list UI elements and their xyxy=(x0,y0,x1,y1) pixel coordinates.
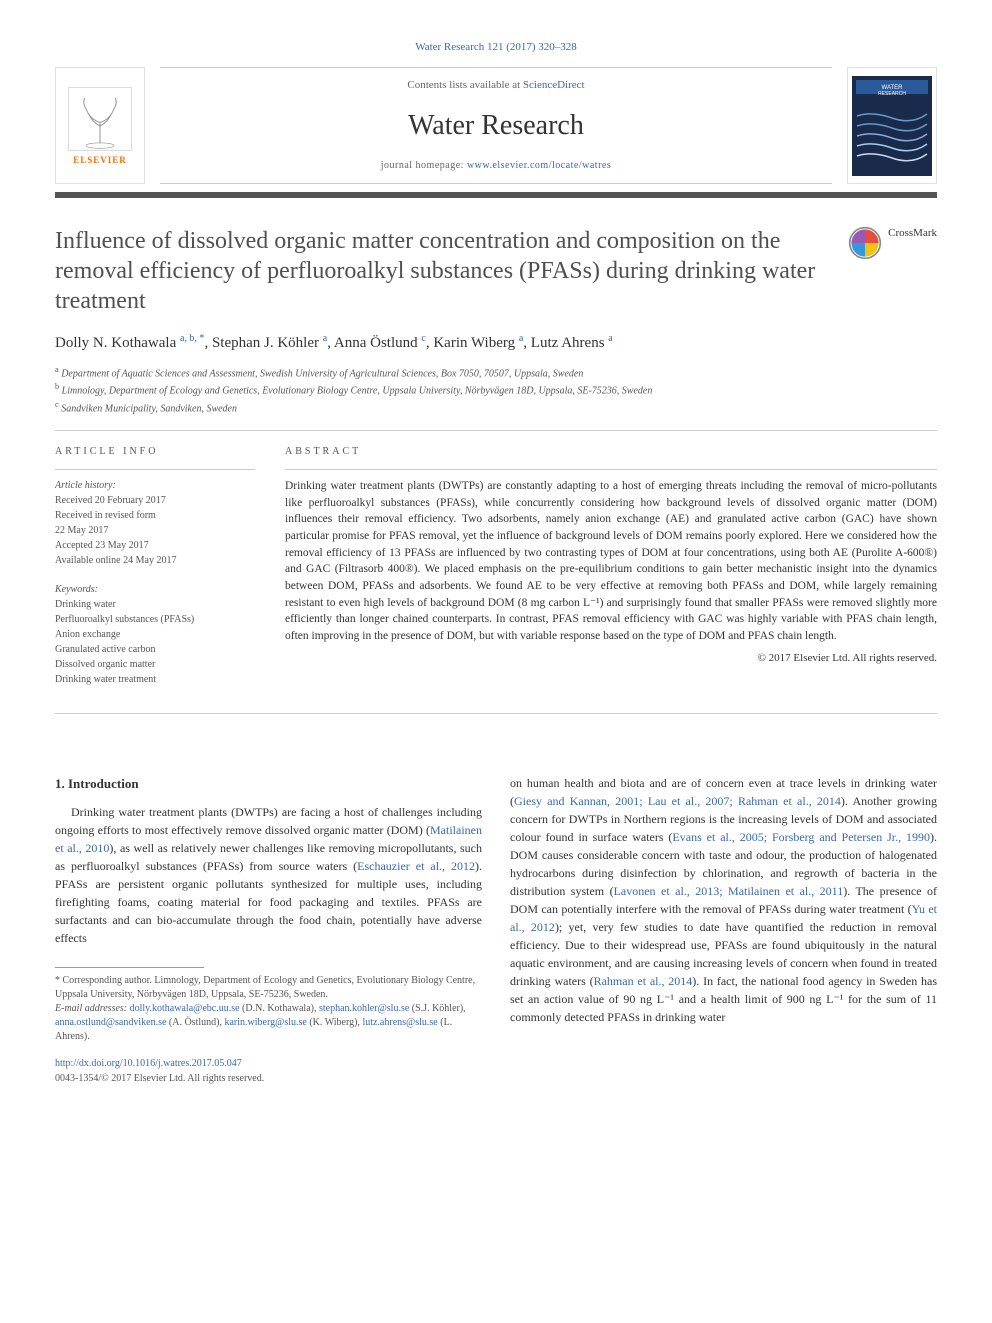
contents-line: Contents lists available at ScienceDirec… xyxy=(407,78,584,93)
history-line: Received 20 February 2017 xyxy=(55,493,255,508)
crossmark-badge[interactable]: CrossMark xyxy=(848,226,937,316)
homepage-link[interactable]: www.elsevier.com/locate/watres xyxy=(467,160,611,171)
keyword: Drinking water treatment xyxy=(55,672,255,687)
journal-cover-icon: WATER RESEARCH xyxy=(852,76,932,176)
header-citation: Water Research 121 (2017) 320–328 xyxy=(55,40,937,55)
abstract-heading: ABSTRACT xyxy=(285,445,937,459)
intro-paragraph-right: on human health and biota and are of con… xyxy=(510,774,937,1026)
affiliation: b Limnology, Department of Ecology and G… xyxy=(55,381,937,398)
journal-title: Water Research xyxy=(408,106,584,145)
issn-copyright: 0043-1354/© 2017 Elsevier Ltd. All right… xyxy=(55,1071,482,1086)
footnote-separator xyxy=(55,967,204,968)
rule xyxy=(55,469,255,470)
history-line: Available online 24 May 2017 xyxy=(55,553,255,568)
keyword: Perfluoroalkyl substances (PFASs) xyxy=(55,612,255,627)
homepage-line: journal homepage: www.elsevier.com/locat… xyxy=(381,159,612,173)
history-line: 22 May 2017 xyxy=(55,523,255,538)
column-left: 1. Introduction Drinking water treatment… xyxy=(55,774,482,1087)
rule xyxy=(285,469,937,470)
publisher-name: ELSEVIER xyxy=(73,154,127,167)
journal-cover: WATER RESEARCH xyxy=(847,67,937,184)
keywords-label: Keywords: xyxy=(55,582,255,597)
email-label: E-mail addresses: xyxy=(55,1003,127,1014)
email-link[interactable]: anna.ostlund@sandviken.se xyxy=(55,1017,166,1028)
author-list: Dolly N. Kothawala a, b, *, Stephan J. K… xyxy=(55,332,937,354)
affiliation: c Sandviken Municipality, Sandviken, Swe… xyxy=(55,399,937,416)
doi-link[interactable]: http://dx.doi.org/10.1016/j.watres.2017.… xyxy=(55,1056,482,1071)
keyword: Granulated active carbon xyxy=(55,642,255,657)
separator-bar xyxy=(55,192,937,198)
crossmark-icon xyxy=(848,226,882,260)
body-columns: 1. Introduction Drinking water treatment… xyxy=(55,774,937,1087)
history-line: Accepted 23 May 2017 xyxy=(55,538,255,553)
rule xyxy=(55,430,937,431)
corresponding-author-footnote: * Corresponding author. Limnology, Depar… xyxy=(55,974,482,1002)
email-link[interactable]: karin.wiberg@slu.se xyxy=(224,1017,306,1028)
article-info-heading: ARTICLE INFO xyxy=(55,445,255,459)
abstract-text: Drinking water treatment plants (DWTPs) … xyxy=(285,478,937,645)
keyword: Drinking water xyxy=(55,597,255,612)
contents-prefix: Contents lists available at xyxy=(407,79,522,91)
publisher-logo: ELSEVIER xyxy=(55,67,145,184)
rule xyxy=(55,713,937,714)
keyword: Dissolved organic matter xyxy=(55,657,255,672)
affiliation: a Department of Aquatic Sciences and Ass… xyxy=(55,364,937,381)
crossmark-label: CrossMark xyxy=(888,226,937,241)
history-line: Received in revised form xyxy=(55,508,255,523)
svg-text:RESEARCH: RESEARCH xyxy=(878,91,906,97)
article-title: Influence of dissolved organic matter co… xyxy=(55,226,828,316)
column-right: on human health and biota and are of con… xyxy=(510,774,937,1087)
homepage-prefix: journal homepage: xyxy=(381,160,467,171)
masthead-center: Contents lists available at ScienceDirec… xyxy=(160,67,832,184)
email-link[interactable]: dolly.kothawala@ebc.uu.se xyxy=(130,1003,240,1014)
affiliations: a Department of Aquatic Sciences and Ass… xyxy=(55,364,937,416)
masthead: ELSEVIER Contents lists available at Sci… xyxy=(55,67,937,184)
email-link[interactable]: stephan.kohler@slu.se xyxy=(319,1003,409,1014)
elsevier-tree-icon xyxy=(65,84,135,154)
email-footnote: E-mail addresses: dolly.kothawala@ebc.uu… xyxy=(55,1002,482,1044)
sciencedirect-link[interactable]: ScienceDirect xyxy=(523,79,585,91)
history-label: Article history: xyxy=(55,478,255,493)
keyword: Anion exchange xyxy=(55,627,255,642)
intro-paragraph-left: Drinking water treatment plants (DWTPs) … xyxy=(55,803,482,947)
abstract: ABSTRACT Drinking water treatment plants… xyxy=(285,445,937,701)
abstract-copyright: © 2017 Elsevier Ltd. All rights reserved… xyxy=(285,651,937,666)
email-link[interactable]: lutz.ahrens@slu.se xyxy=(362,1017,437,1028)
section-heading: 1. Introduction xyxy=(55,774,482,794)
article-info: ARTICLE INFO Article history: Received 2… xyxy=(55,445,255,701)
